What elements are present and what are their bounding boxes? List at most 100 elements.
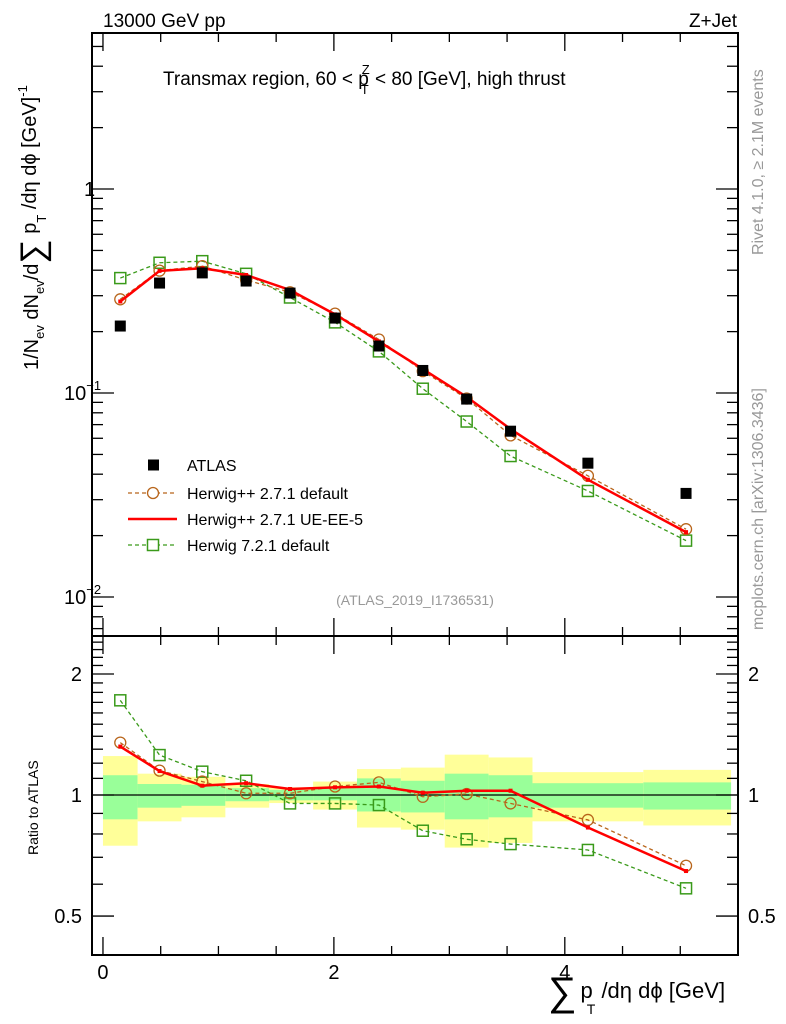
ratio-point-herwigpp-ueee5 [118,744,123,749]
main-line-line [119,266,687,534]
main-point-herwig7-default [114,271,127,285]
main-point-herwig7-default [416,382,430,395]
legend: ATLAS Herwig++ 2.7.1 default Herwig++ 2.7.… [128,458,363,555]
y-axis-label: 1/Nev dNev/d∑ pT /dη dϕ [GeV]-1 [14,85,52,370]
ylabel-part: dN [21,294,43,325]
x-axis-label: ∑ p T /dη dϕ [GeV] [548,970,725,1017]
band-inner-bin [313,788,357,801]
main-point-herwig7-default [504,449,517,463]
ratio-y-tick-label-right: 2 [748,664,759,686]
main-point-herwigpp-ueee5 [585,477,590,482]
ylabel-part: /d [21,264,43,281]
main-atlas-point [373,340,385,352]
xlabel-part: p [581,978,593,1003]
ratio-y-tick-label-left: 2 [71,664,82,686]
main-point-herwig7-default [460,415,473,428]
ratio-point-herwig7-default [372,798,386,812]
main-point-herwigpp-ueee5 [244,272,249,277]
main-line-square [120,260,687,542]
ratio-point-herwigpp-ueee5 [157,769,162,774]
ratio-point-herwig7-default [153,748,166,762]
legend-entry: Herwig++ 2.7.1 UE-EE-5 [128,512,363,529]
ratio-point-herwigpp-default [460,787,473,801]
ratio-panel-marks [114,694,693,895]
legend-label: Herwig++ 2.7.1 default [187,486,349,503]
ratio-point-herwigpp-ueee5 [288,787,293,792]
ratio-point-herwigpp-default [504,797,517,810]
ratio-point-herwig7-default [416,824,430,837]
main-atlas-point [154,277,166,289]
main-atlas-point [417,364,429,376]
ratio-point-herwig7-default [283,797,297,810]
main-atlas-point [582,457,594,469]
ylabel-part: 1/N [21,339,43,370]
ratio-y-tick-label-left: 0.5 [54,906,82,928]
rivet-label: Rivet 4.1.0, ≥ 2.1M events [750,69,767,255]
y-tick-label: 10−1 [64,378,101,405]
legend-label: ATLAS [187,458,237,475]
main-point-herwigpp-default [114,293,127,306]
band-inner-bin [444,773,489,820]
ratio-point-herwig7-default [239,774,253,788]
main-atlas-point [196,267,208,279]
ratio-y-tick-label-left: 1 [71,785,82,807]
legend-marker-circle [146,486,160,500]
ratio-point-herwigpp-ueee5 [684,869,689,874]
ratio-y-axis-label: Ratio to ATLAS [25,760,41,855]
legend-marker-square [146,538,160,552]
legend-entry: Herwig++ 2.7.1 default [128,486,349,503]
ylabel-sup: -1 [15,85,30,97]
ratio-line-circle [119,742,687,867]
ylabel-sub: T [34,215,49,223]
title-sup: Z [362,62,370,77]
ratio-point-herwigpp-ueee5 [333,785,338,790]
band-inner-bin [102,775,138,820]
ratio-point-herwigpp-default [581,813,595,827]
main-panel-marks [114,254,693,547]
header-left: 13000 GeV pp [103,11,226,32]
ratio-point-herwigpp-ueee5 [464,788,469,793]
ratio-point-herwigpp-ueee5 [376,784,381,789]
legend-label: Herwig++ 2.7.1 UE-EE-5 [187,512,363,529]
ratio-point-herwig7-default [460,833,473,846]
ylabel-part: p [19,223,41,240]
band-inner-bin [488,775,533,818]
y-tick-label: 10−2 [64,582,101,609]
main-point-herwig7-default [581,484,595,498]
plot-title: Transmax region, 60 < pTZ < 80 [GeV], hi… [163,62,566,97]
ratio-point-herwigpp-ueee5 [420,790,425,795]
title-part: < 80 [GeV], high thrust [370,69,567,90]
ratio-line-line [119,745,687,873]
legend-entry: ATLAS [148,458,237,475]
xlabel-part: /dη dϕ [GeV] [595,978,725,1003]
mcplots-label: mcplots.cern.ch [arXiv:1306.3436] [750,388,767,630]
ratio-point-herwigpp-ueee5 [244,781,249,786]
title-sub: T [361,82,369,97]
main-point-herwigpp-ueee5 [118,299,123,304]
ratio-point-herwig7-default [328,797,342,810]
axes: 0 2 4 1 10−1 10−2 2 2 1 1 0.5 0.5 [54,32,776,984]
x-tick-label: 0 [97,962,108,984]
y-tick-exponent: −1 [86,378,101,393]
ratio-uncertainty-bands [92,754,738,848]
band-inner-bin [137,784,182,808]
ratio-point-herwigpp-ueee5 [200,783,205,788]
main-point-herwigpp-ueee5 [684,530,689,535]
header-right: Z+Jet [689,11,738,32]
ratio-line-square [119,699,687,889]
main-point-herwig7-default [153,256,166,270]
legend-marker-atlas [148,459,159,471]
title-part: Transmax region, 60 < p [163,69,369,90]
main-atlas-point [114,320,126,332]
ylabel-sub: ev [32,280,47,294]
main-atlas-point [284,287,296,299]
main-line-circle [119,265,687,530]
main-atlas-point [680,487,692,499]
xlabel-sum: ∑ [548,970,577,1014]
ratio-point-herwig7-default [504,837,517,851]
ratio-y-tick-label-right: 0.5 [748,906,776,928]
ratio-point-herwigpp-ueee5 [585,825,590,830]
legend-label: Herwig 7.2.1 default [187,538,330,555]
main-point-herwigpp-ueee5 [157,268,162,273]
